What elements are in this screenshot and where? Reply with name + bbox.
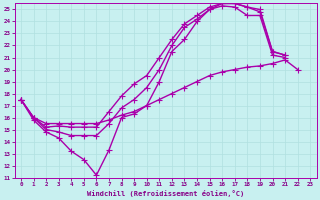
X-axis label: Windchill (Refroidissement éolien,°C): Windchill (Refroidissement éolien,°C)	[87, 190, 244, 197]
